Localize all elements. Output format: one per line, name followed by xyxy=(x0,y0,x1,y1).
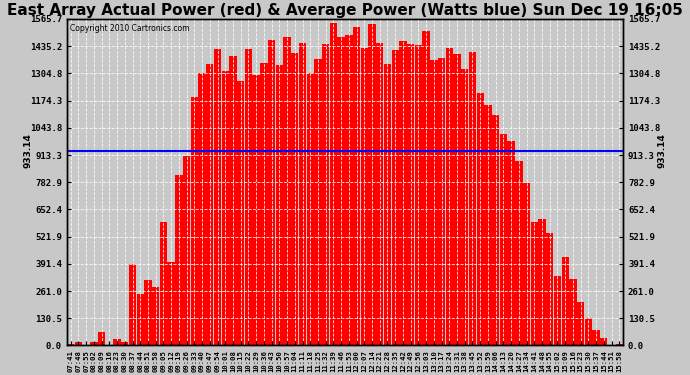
Bar xyxy=(221,71,229,345)
Bar xyxy=(206,64,213,345)
Bar xyxy=(384,64,391,345)
Bar xyxy=(237,81,244,345)
Bar xyxy=(75,342,82,345)
Bar xyxy=(144,280,152,345)
Bar xyxy=(314,58,322,345)
Bar xyxy=(500,134,507,345)
Bar xyxy=(337,37,345,345)
Bar xyxy=(546,232,553,345)
Bar xyxy=(430,60,437,345)
Bar xyxy=(361,48,368,345)
Bar xyxy=(415,45,422,345)
Bar xyxy=(562,256,569,345)
Bar xyxy=(569,279,577,345)
Bar xyxy=(376,43,384,345)
Bar xyxy=(477,93,484,345)
Bar xyxy=(183,156,190,345)
Bar xyxy=(276,65,283,345)
Bar xyxy=(422,30,430,345)
Bar xyxy=(438,58,445,345)
Bar xyxy=(322,44,329,345)
Bar xyxy=(531,222,538,345)
Bar xyxy=(160,222,167,345)
Bar xyxy=(407,44,414,345)
Bar xyxy=(268,40,275,345)
Bar xyxy=(593,330,600,345)
Bar xyxy=(299,43,306,345)
Bar xyxy=(353,27,360,345)
Bar xyxy=(175,175,183,345)
Bar xyxy=(137,294,144,345)
Title: East Array Actual Power (red) & Average Power (Watts blue) Sun Dec 19 16:05: East Array Actual Power (red) & Average … xyxy=(7,3,683,18)
Text: 933.14: 933.14 xyxy=(658,134,667,168)
Bar xyxy=(400,41,406,345)
Bar xyxy=(168,261,175,345)
Bar xyxy=(229,56,237,345)
Bar xyxy=(306,73,314,345)
Bar xyxy=(330,23,337,345)
Bar xyxy=(391,50,399,345)
Bar xyxy=(461,69,469,345)
Bar xyxy=(492,115,500,345)
Bar xyxy=(345,35,353,345)
Bar xyxy=(469,53,476,345)
Bar xyxy=(121,342,128,345)
Bar xyxy=(98,332,106,345)
Bar xyxy=(113,339,121,345)
Bar xyxy=(90,342,97,345)
Bar xyxy=(129,264,136,345)
Bar xyxy=(152,286,159,345)
Bar xyxy=(600,338,607,345)
Bar xyxy=(577,302,584,345)
Bar xyxy=(253,75,260,345)
Bar xyxy=(554,276,561,345)
Bar xyxy=(453,54,461,345)
Bar xyxy=(507,141,515,345)
Bar xyxy=(584,318,592,345)
Text: 933.14: 933.14 xyxy=(23,134,32,168)
Bar xyxy=(214,49,221,345)
Bar xyxy=(446,48,453,345)
Bar xyxy=(284,37,290,345)
Bar xyxy=(245,49,252,345)
Text: Copyright 2010 Cartronics.com: Copyright 2010 Cartronics.com xyxy=(70,24,189,33)
Bar xyxy=(190,97,198,345)
Bar xyxy=(199,73,206,345)
Bar xyxy=(260,63,268,345)
Bar xyxy=(523,183,530,345)
Bar xyxy=(291,53,299,345)
Bar xyxy=(484,105,491,345)
Bar xyxy=(538,219,546,345)
Bar xyxy=(368,24,376,345)
Bar xyxy=(515,161,522,345)
